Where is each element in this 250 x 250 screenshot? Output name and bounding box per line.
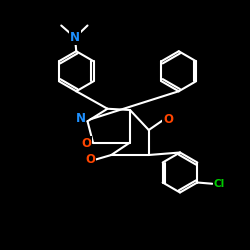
Text: N: N: [76, 112, 86, 125]
Text: O: O: [163, 113, 173, 126]
Text: N: N: [70, 31, 80, 44]
Text: O: O: [85, 153, 95, 166]
Text: Cl: Cl: [214, 179, 225, 189]
Text: O: O: [81, 137, 91, 150]
